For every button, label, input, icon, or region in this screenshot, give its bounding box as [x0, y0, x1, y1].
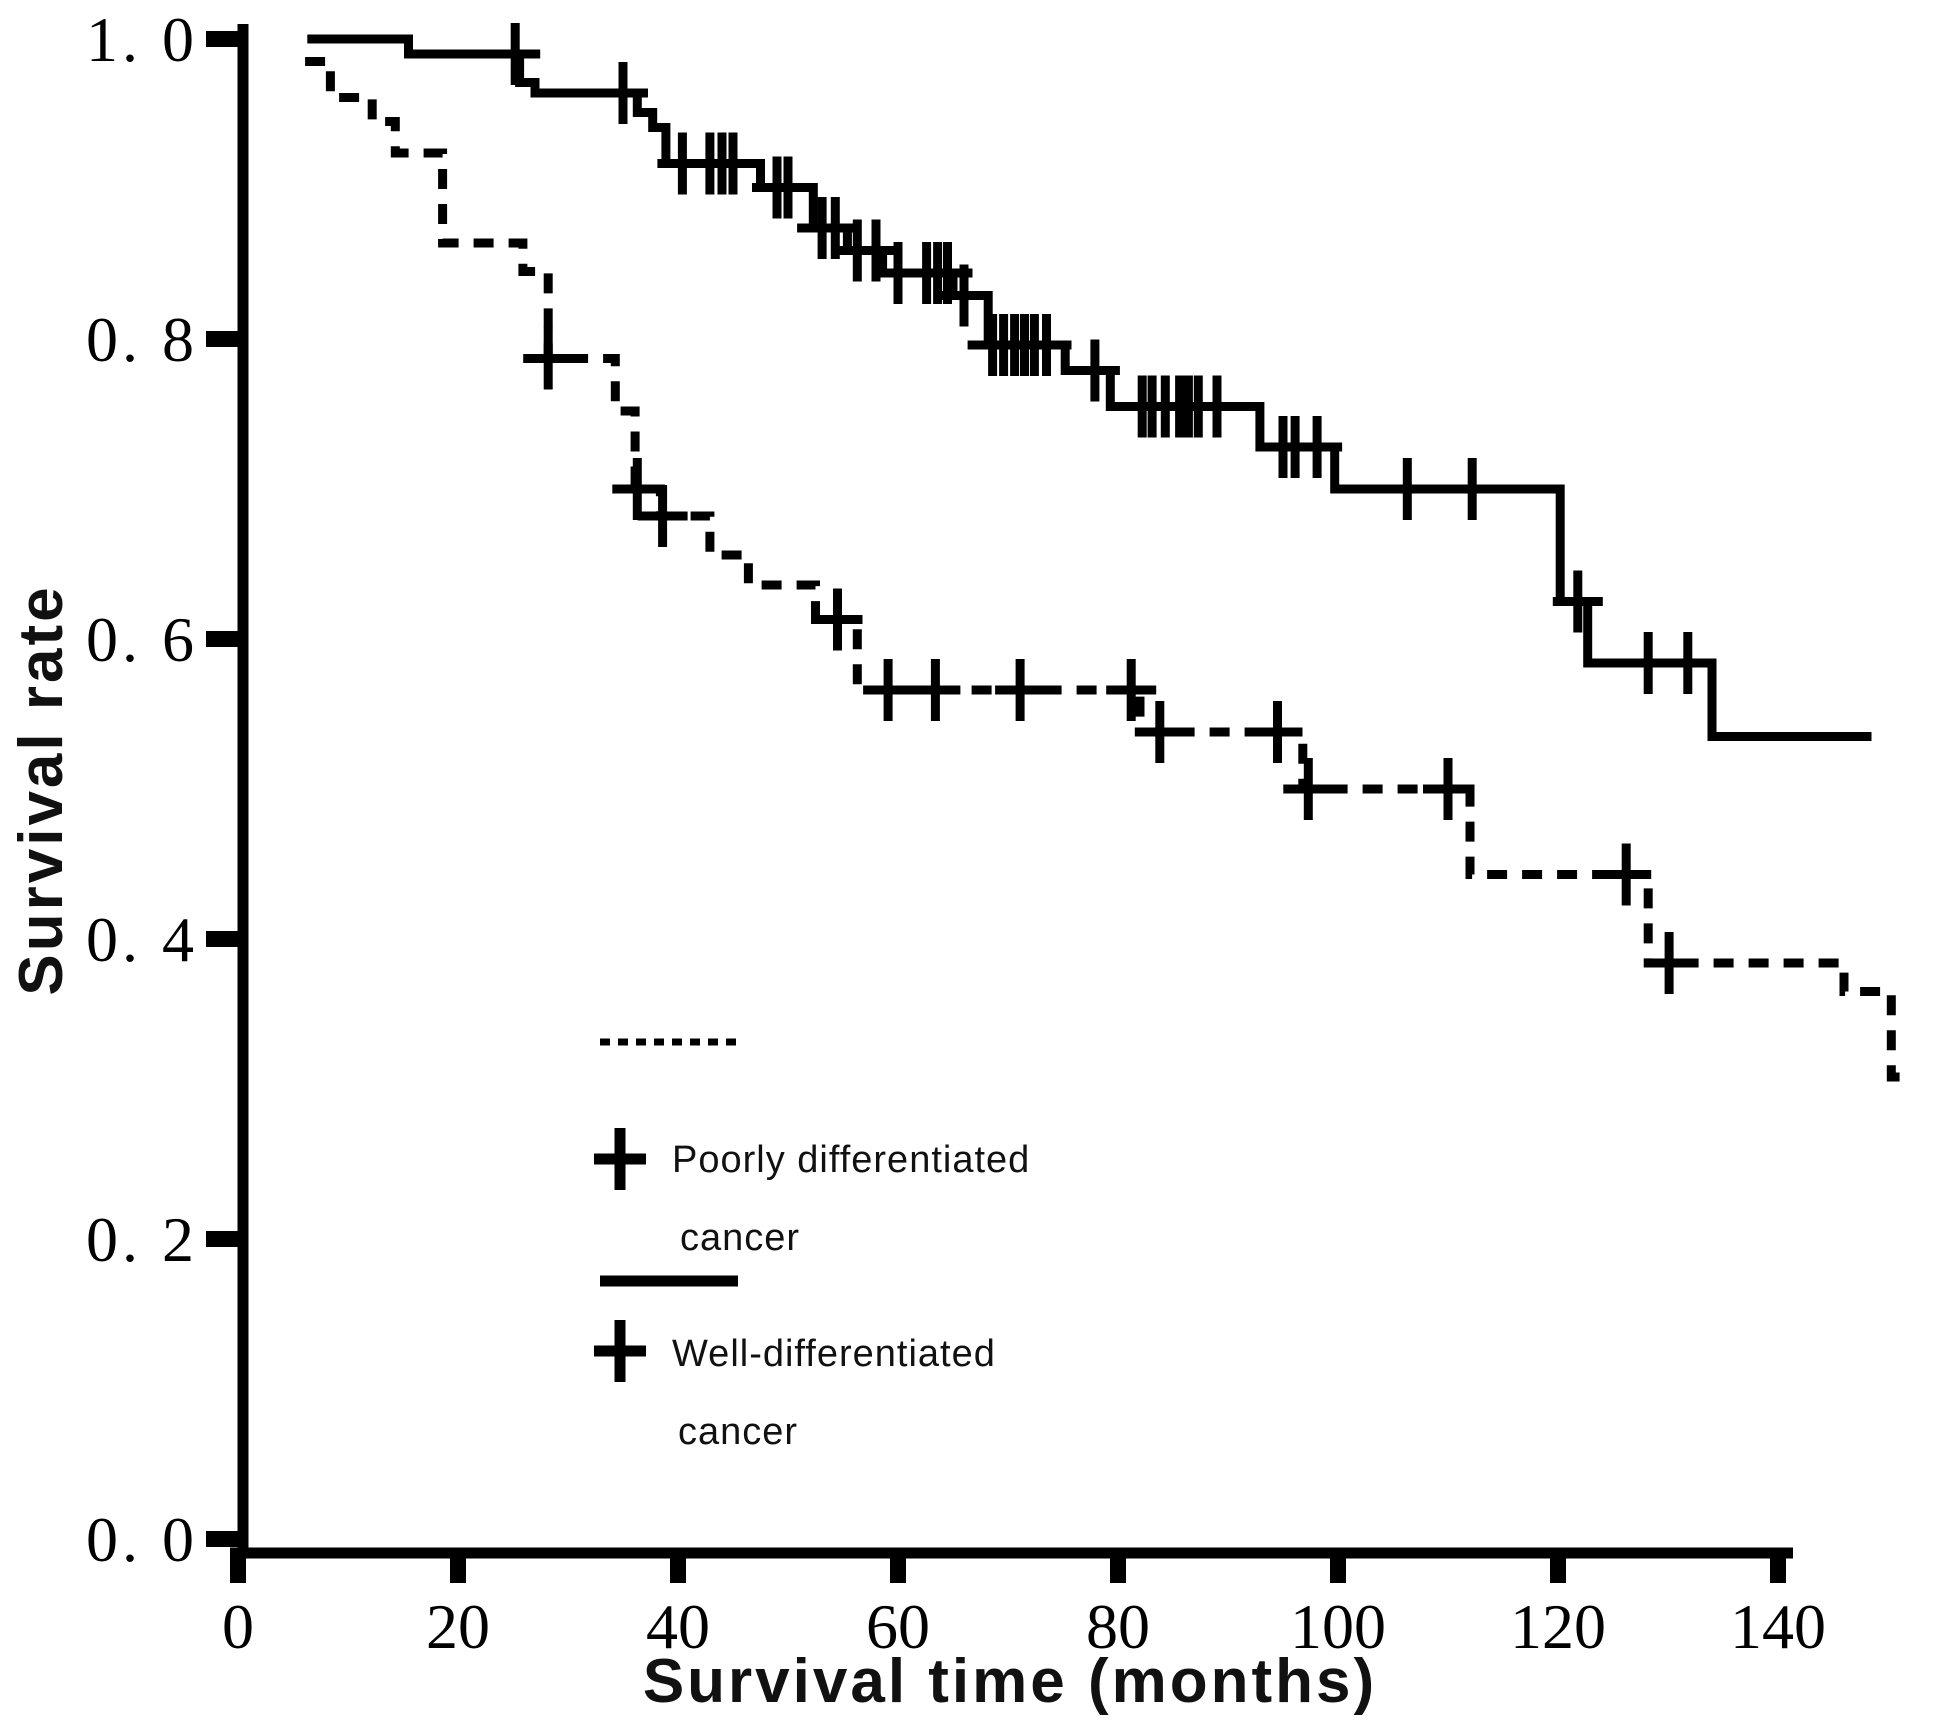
x-tick-label: 120	[1510, 1591, 1606, 1662]
y-tick-label: 0. 6	[86, 604, 198, 675]
legend-label-poorly-differentiated: Poorly differentiated	[672, 1139, 1030, 1181]
y-tick	[206, 1231, 244, 1247]
x-tick	[670, 1553, 686, 1583]
x-tick-label: 40	[646, 1591, 710, 1662]
legend: Poorly differentiated cancer Well-differ…	[594, 1038, 1030, 1453]
x-tick-label: 0	[222, 1591, 254, 1662]
legend-label-well-cancer: cancer	[678, 1411, 798, 1453]
x-axis-ticks: 0 20 40 60 80 100 120 140	[222, 1553, 1826, 1662]
censor-marks-dashed	[523, 327, 1695, 994]
x-tick-label: 100	[1290, 1591, 1386, 1662]
legend-label-poorly-cancer: cancer	[680, 1217, 800, 1259]
y-tick	[206, 931, 244, 947]
y-tick-label: 0. 2	[86, 1204, 198, 1275]
y-tick	[206, 631, 244, 647]
x-tick-label: 140	[1730, 1591, 1826, 1662]
x-tick	[890, 1553, 906, 1583]
y-tick-label: 1. 0	[86, 4, 198, 75]
x-tick-label: 20	[426, 1591, 490, 1662]
x-axis-title: Survival time (months)	[643, 1647, 1377, 1716]
y-tick-label: 0. 8	[86, 304, 198, 375]
y-tick	[206, 1531, 244, 1547]
y-axis-title: Survival rate	[7, 584, 76, 995]
legend-plus-icon	[594, 1320, 646, 1382]
x-tick-label: 60	[866, 1591, 930, 1662]
x-tick	[450, 1553, 466, 1583]
legend-label-well-differentiated: Well-differentiated	[672, 1333, 996, 1375]
x-tick	[230, 1553, 246, 1583]
survival-curve-solid	[307, 34, 1872, 741]
y-axis-ticks: 1. 0 0. 8 0. 6 0. 4 0. 2 0. 0	[86, 4, 244, 1575]
survival-curve-dashed	[305, 57, 1903, 1082]
x-tick	[1110, 1553, 1126, 1583]
censor-marks-solid	[490, 23, 1713, 694]
y-tick-label: 0. 0	[86, 1504, 198, 1575]
legend-plus-icon	[594, 1128, 646, 1190]
x-tick	[1770, 1553, 1786, 1583]
y-tick	[206, 31, 244, 47]
x-tick	[1330, 1553, 1346, 1583]
x-tick-label: 80	[1086, 1591, 1150, 1662]
y-tick-label: 0. 4	[86, 904, 198, 975]
axes: 1. 0 0. 8 0. 6 0. 4 0. 2 0. 0 0 20 40 60 80 100 120…	[86, 4, 1826, 1662]
y-tick	[206, 331, 244, 347]
x-tick	[1550, 1553, 1566, 1583]
survival-curves	[305, 23, 1903, 1082]
